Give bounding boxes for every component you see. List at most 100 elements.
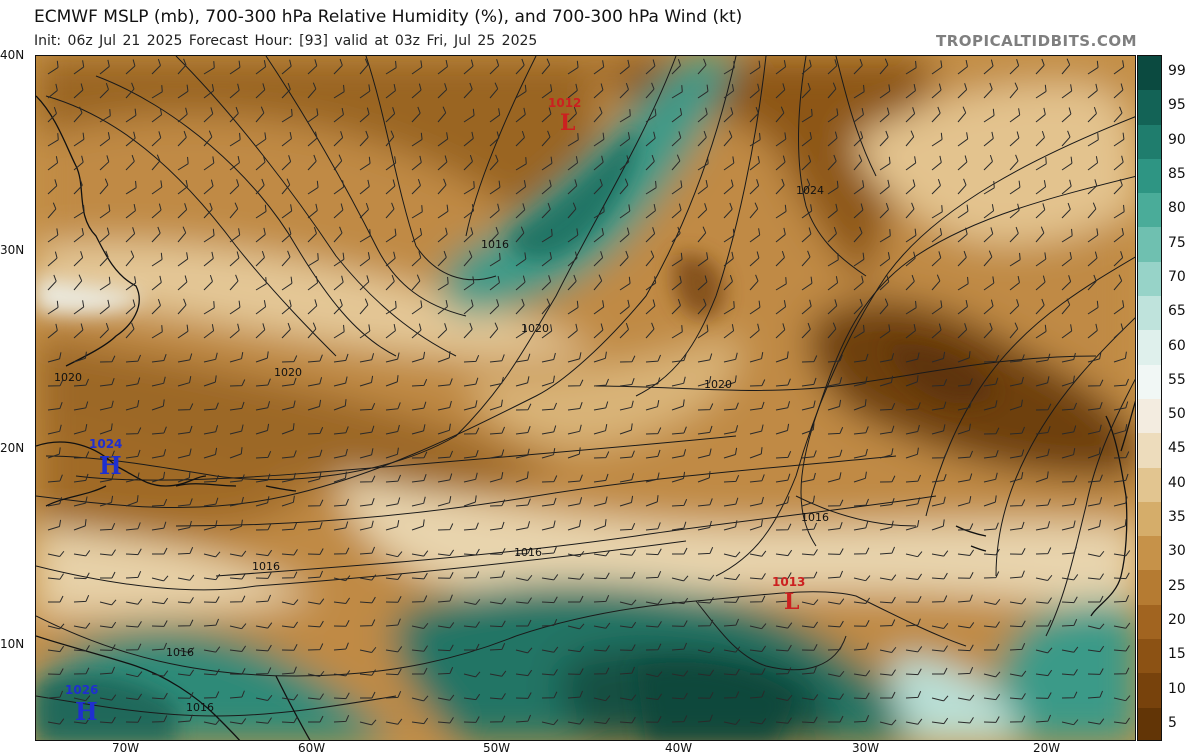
colorbar-segment [1138, 398, 1161, 434]
wind-barb [73, 227, 84, 243]
wind-barb [1113, 622, 1131, 629]
wind-barb [203, 179, 214, 195]
wind-barb [359, 84, 371, 99]
wind-barb [177, 107, 188, 123]
wind-barb [567, 550, 585, 557]
wind-barb [437, 572, 454, 579]
wind-barb [125, 621, 142, 628]
wind-barb [515, 84, 527, 99]
wind-barb [931, 401, 947, 411]
wind-barb [463, 227, 474, 243]
wind-barb [1035, 403, 1052, 411]
wind-barb [47, 274, 57, 291]
wind-barb [177, 714, 193, 723]
wind-barb [47, 352, 62, 363]
wind-barb [983, 227, 994, 243]
wind-barb [255, 401, 271, 411]
colorbar-segment [1138, 467, 1161, 502]
wind-barb [515, 547, 532, 555]
wind-barb [489, 299, 500, 315]
wind-barb [385, 60, 397, 75]
wind-barb [1009, 670, 1027, 677]
wind-barb [1035, 521, 1051, 531]
wind-barb [593, 667, 610, 675]
wind-barb [593, 323, 604, 339]
wind-barb [671, 354, 687, 363]
wind-barb [1087, 106, 1097, 123]
wind-barb [671, 203, 682, 219]
wind-barb [905, 618, 921, 627]
wind-barb [73, 132, 85, 147]
wind-barb [983, 377, 999, 387]
isobar-label: 1016 [166, 646, 194, 659]
wind-barb [47, 379, 64, 387]
wind-barb [749, 132, 761, 147]
wind-barb [775, 549, 793, 557]
wind-barb [567, 402, 583, 411]
wind-barb [489, 521, 505, 531]
wind-barb [100, 571, 116, 579]
wind-barb [411, 351, 426, 363]
lat-label: 20N [0, 441, 25, 455]
wind-barb [177, 597, 194, 604]
wind-barb [229, 179, 240, 195]
wind-barb [359, 403, 376, 411]
wind-barb [723, 447, 738, 459]
wind-barb [671, 575, 689, 582]
wind-barb [307, 354, 323, 363]
wind-barb [203, 156, 215, 171]
wind-barb [541, 156, 553, 171]
wind-barb [645, 203, 656, 219]
wind-barb [385, 551, 403, 558]
weather-map-svg: 1024 1016 1020 1020 1020 1020 1016 1016 … [36, 56, 1135, 740]
colorbar-label: 30 [1168, 543, 1186, 560]
wind-barb [723, 61, 735, 75]
colorbar-segment [1138, 296, 1161, 331]
wind-barb [203, 202, 213, 219]
wind-barb [879, 353, 895, 363]
low-center-value: 1013 [772, 575, 806, 589]
wind-barb [333, 58, 343, 75]
wind-barb [567, 133, 579, 147]
wind-barb [775, 572, 792, 579]
wind-barb [47, 402, 63, 411]
wind-barb [125, 227, 136, 243]
wind-barb [255, 622, 273, 629]
wind-barb [879, 596, 896, 604]
wind-barb [463, 322, 473, 339]
wind-barb [723, 596, 740, 603]
wind-barb [983, 154, 993, 171]
wind-barb [177, 130, 187, 147]
wind-barb [151, 575, 169, 582]
wind-barb [515, 669, 533, 677]
wind-barb [229, 228, 241, 243]
wind-barb [359, 130, 369, 147]
wind-barb [1061, 251, 1072, 267]
wind-barb [333, 84, 345, 99]
wind-barb [489, 154, 499, 171]
wind-barb [619, 716, 636, 724]
wind-barb [463, 250, 473, 267]
wind-barb [151, 670, 169, 677]
wind-barb [853, 84, 865, 99]
coastlines [36, 95, 1135, 740]
wind-barb [255, 323, 266, 339]
wind-barb [47, 156, 59, 171]
colorbar-label: 85 [1168, 166, 1186, 183]
wind-barb [801, 472, 816, 483]
wind-barb [801, 108, 813, 123]
wind-barb [827, 377, 843, 387]
wind-barb [827, 522, 843, 531]
wind-barb [853, 715, 870, 723]
wind-barb [151, 275, 162, 291]
wind-barb [125, 495, 139, 507]
wind-barb [359, 353, 375, 363]
wind-barb [489, 399, 503, 411]
wind-barb [749, 668, 766, 675]
wind-barb [593, 274, 603, 291]
wind-barb [437, 523, 454, 531]
wind-barb [515, 130, 525, 147]
colorbar-label: 15 [1168, 646, 1186, 663]
wind-barb [255, 132, 267, 147]
wind-barb [125, 522, 141, 531]
